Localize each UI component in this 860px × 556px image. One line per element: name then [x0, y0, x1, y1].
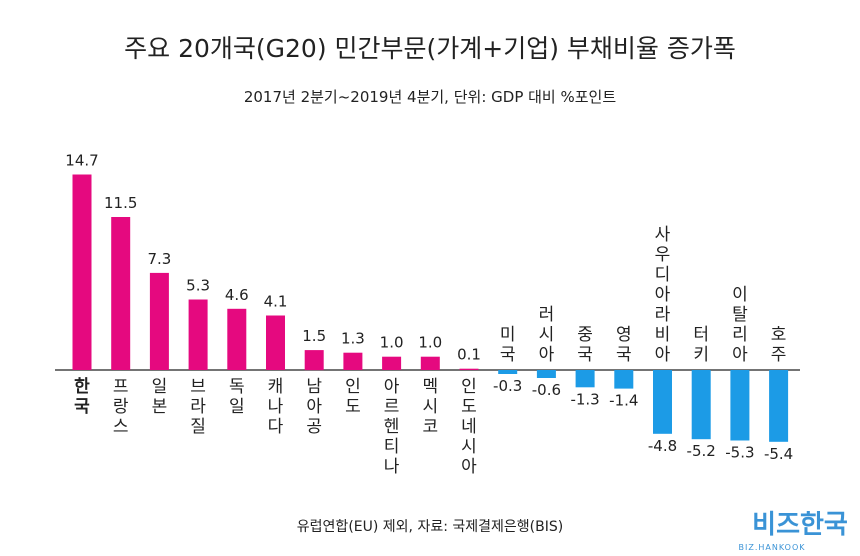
value-label-5: 4.1 — [264, 292, 288, 310]
brand-logo: 비즈한국 — [752, 510, 848, 540]
bar-3 — [188, 299, 208, 370]
value-label-10: 0.1 — [457, 346, 481, 364]
bar-16 — [691, 370, 711, 440]
bar-17 — [730, 370, 750, 441]
value-label-13: -1.3 — [570, 390, 599, 408]
bar-15 — [653, 370, 672, 434]
value-label-8: 1.0 — [380, 334, 404, 352]
value-label-12: -0.6 — [532, 381, 561, 399]
value-label-9: 1.0 — [418, 334, 442, 352]
bar-5 — [266, 315, 285, 370]
bar-10 — [459, 368, 479, 370]
bar-4 — [227, 308, 247, 370]
bar-1 — [111, 217, 131, 370]
bar-9 — [420, 356, 440, 370]
bar-11 — [498, 370, 518, 374]
value-label-2: 7.3 — [147, 250, 171, 268]
bar-8 — [382, 356, 402, 370]
chart-title: 주요 20개국(G20) 민간부문(가계+기업) 부채비율 증가폭 — [124, 34, 736, 63]
bar-6 — [304, 350, 324, 371]
bar-14 — [614, 370, 634, 389]
bar-13 — [575, 370, 595, 388]
value-label-0: 14.7 — [65, 151, 98, 169]
value-label-11: -0.3 — [493, 377, 522, 395]
value-label-7: 1.3 — [341, 330, 365, 348]
value-label-6: 1.5 — [302, 327, 326, 345]
value-label-18: -5.4 — [764, 445, 793, 463]
plot-area: 14.7 한 국 11.5 프 랑 스 7.3 일 본 5.3 브 라 질 4.6 독 일 4.1 캐 나 다 1.5 남 아… — [55, 151, 800, 477]
value-label-15: -4.8 — [648, 437, 677, 455]
value-label-14: -1.4 — [609, 392, 638, 410]
value-label-3: 5.3 — [186, 277, 210, 295]
bar-7 — [343, 352, 363, 370]
value-label-17: -5.3 — [725, 443, 754, 461]
bar-18 — [769, 370, 789, 442]
footer-note: 유럽연합(EU) 제외, 자료: 국제결제은행(BIS) — [297, 519, 563, 535]
bar-0 — [72, 174, 92, 370]
value-label-1: 11.5 — [104, 194, 137, 212]
value-label-16: -5.2 — [687, 442, 716, 460]
chart-subtitle: 2017년 2분기~2019년 4분기, 단위: GDP 대비 %포인트 — [244, 88, 617, 106]
bar-12 — [536, 370, 556, 378]
bar-2 — [149, 272, 169, 370]
brand-logo-sub: BIZ.HANKOOK — [739, 543, 806, 552]
value-label-4: 4.6 — [225, 286, 249, 304]
